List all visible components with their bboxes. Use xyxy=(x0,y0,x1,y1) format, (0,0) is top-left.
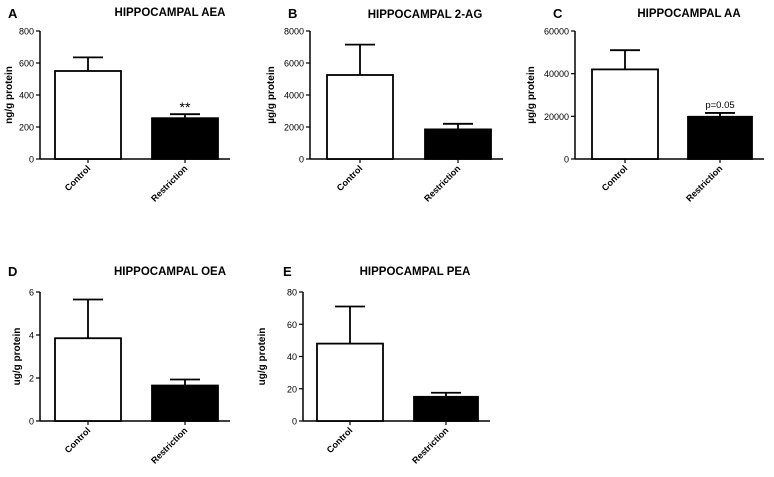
y-tick-label: 0 xyxy=(564,155,569,165)
bar-control xyxy=(316,342,384,422)
y-tick-label: 2000 xyxy=(284,123,304,133)
bar-control xyxy=(54,337,122,422)
x-tick-label: Control xyxy=(600,163,630,193)
y-axis-label: ng/g protein xyxy=(4,66,15,124)
y-tick-label: 6 xyxy=(29,288,34,298)
y-axis-label: µg/g protein xyxy=(526,66,537,123)
y-tick-label: 600 xyxy=(19,59,34,69)
y-tick-label: 40 xyxy=(287,352,297,362)
bar-restriction xyxy=(151,117,219,160)
y-tick-label: 4 xyxy=(29,331,34,341)
bar-restriction xyxy=(413,395,479,422)
bar-control xyxy=(326,74,394,160)
x-tick-label: Restriction xyxy=(149,163,189,203)
y-axis-label: µg/g protein xyxy=(266,66,277,123)
chart-panel-e: E HIPPOCAMPAL PEA ug/g protein 0 20 40 60 80 Con… xyxy=(257,264,490,466)
panel-letter: B xyxy=(288,6,297,21)
bar-restriction xyxy=(151,384,219,422)
y-tick-label: 4000 xyxy=(284,91,304,101)
x-tick-label: Control xyxy=(63,163,93,193)
panel-letter: A xyxy=(8,6,18,21)
y-tick-label: 20000 xyxy=(544,112,569,122)
y-tick-label: 0 xyxy=(29,417,34,427)
y-tick-label: 0 xyxy=(299,155,304,165)
x-tick-label: Restriction xyxy=(410,425,450,465)
chart-panel-a: A HIPPOCAMPAL AEA ng/g protein 0 200 400 600 80… xyxy=(4,6,230,204)
bar-restriction xyxy=(687,115,753,160)
y-tick-label: 2 xyxy=(29,374,34,384)
bar-control xyxy=(591,68,659,160)
chart-title: HIPPOCAMPAL OEA xyxy=(114,266,226,278)
chart-title: HIPPOCAMPAL PEA xyxy=(360,266,471,278)
x-tick-label: Restriction xyxy=(422,163,462,203)
y-tick-label: 6000 xyxy=(284,59,304,69)
chart-panel-d: D HIPPOCAMPAL OEA ug/g protein 0 2 4 6 Control R… xyxy=(8,264,230,466)
y-tick-label: 40000 xyxy=(544,69,569,79)
y-tick-label: 8000 xyxy=(284,27,304,37)
panel-letter: C xyxy=(553,6,563,21)
chart-panel-b: B HIPPOCAMPAL 2-AG µg/g protein 0 2000 4000 60… xyxy=(266,6,503,204)
panel-letter: D xyxy=(8,264,17,279)
y-tick-label: 60000 xyxy=(544,27,569,37)
y-tick-label: 0 xyxy=(292,417,297,427)
x-tick-label: Restriction xyxy=(149,425,189,465)
chart-panel-c: C HIPPOCAMPAL AA µg/g protein 0 20000 40000 60… xyxy=(526,6,764,204)
y-tick-label: 400 xyxy=(19,91,34,101)
x-tick-label: Control xyxy=(335,163,365,193)
bar-control xyxy=(54,70,122,160)
y-tick-label: 80 xyxy=(287,288,297,298)
bar-restriction xyxy=(424,128,492,160)
chart-title: HIPPOCAMPAL 2-AG xyxy=(368,9,483,21)
y-axis-label: ug/g protein xyxy=(257,328,268,386)
panel-letter: E xyxy=(283,264,292,279)
chart-title: HIPPOCAMPAL AA xyxy=(637,8,740,20)
y-tick-label: 60 xyxy=(287,320,297,330)
y-tick-label: 20 xyxy=(287,384,297,394)
x-tick-label: Restriction xyxy=(684,163,724,203)
x-tick-label: Control xyxy=(63,425,93,455)
chart-title: HIPPOCAMPAL AEA xyxy=(115,7,226,19)
y-tick-label: 200 xyxy=(19,123,34,133)
significance-annotation: p=0.05 xyxy=(705,100,734,111)
x-tick-label: Control xyxy=(325,425,355,455)
y-tick-label: 800 xyxy=(19,27,34,37)
y-tick-label: 0 xyxy=(29,155,34,165)
significance-annotation: ** xyxy=(180,99,191,115)
y-axis-label: ug/g protein xyxy=(12,328,23,386)
